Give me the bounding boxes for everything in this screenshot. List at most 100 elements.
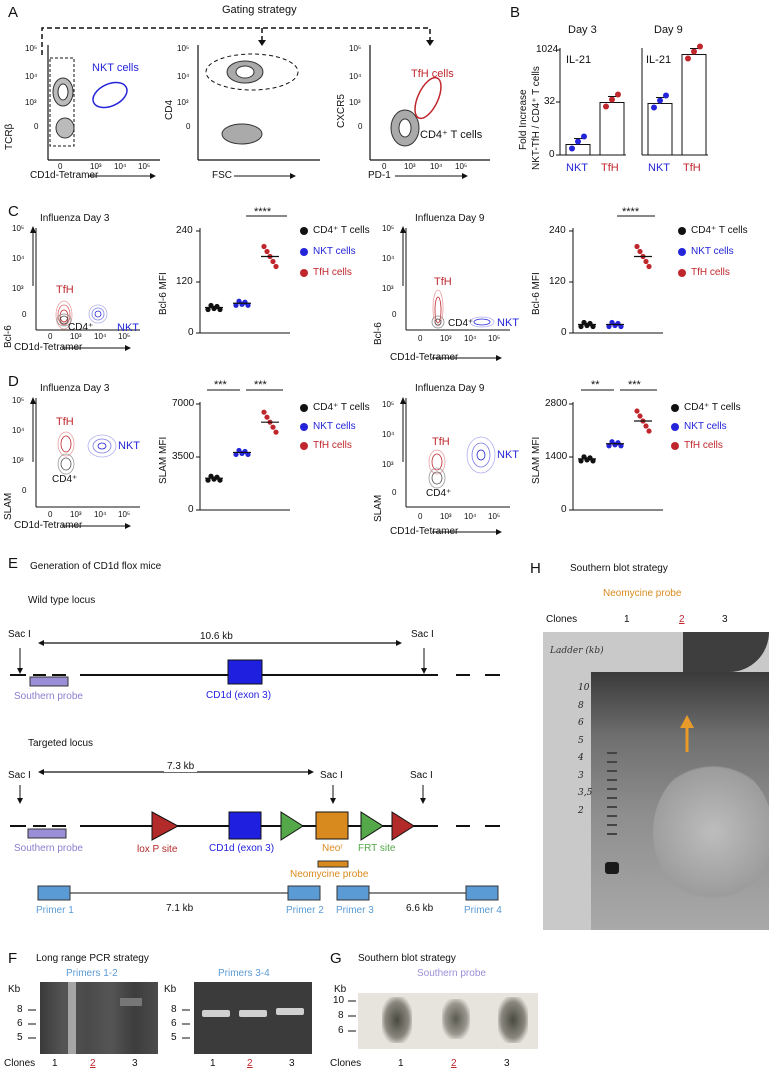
mfi-point-0-0-4 — [217, 306, 223, 313]
mfi-point-2-1-0 — [233, 451, 239, 458]
d3-ytick-3: 10³ — [12, 456, 24, 465]
c-day9-title: Influenza Day 9 — [415, 213, 485, 224]
mfi-point-2-2-1 — [264, 414, 270, 420]
mfi-point-2-1-3 — [242, 448, 248, 455]
mfi-point-0-2-0 — [261, 243, 267, 250]
panel-b-ylabel-2: NKT-TfH / CD4⁺ T cells — [531, 66, 542, 170]
f2-ladder-6: 6 — [171, 1018, 177, 1029]
mfi-point-1-0-2 — [584, 322, 590, 329]
panel-letter-g: G — [330, 950, 342, 967]
f-kb-1: Kb — [8, 984, 21, 995]
c3-mfi-ylabel: Bcl-6 MFI — [158, 272, 169, 315]
panel-letter-a: A — [8, 4, 19, 21]
b-bar-day9-nkt — [647, 102, 673, 156]
c9-ylabel: Bcl-6 — [373, 322, 384, 345]
mfi-point-3-1-2 — [612, 442, 618, 448]
c3-xlabel: CD1d-Tetramer — [14, 342, 83, 353]
g-probe-label: Southern probe — [417, 968, 486, 979]
mfi-point-2-1-2 — [239, 450, 245, 457]
mfi-point-1-0-0 — [578, 323, 584, 330]
d9-xlabel: CD1d-Tetramer — [390, 526, 459, 537]
tg-sac-1: Sac I — [8, 770, 31, 781]
b-point-day3-1-2 — [615, 91, 621, 98]
c3-ytick-3: 10³ — [12, 284, 24, 293]
mfi-point-1-0-4 — [590, 323, 596, 330]
b-point-day9-1-0 — [685, 55, 691, 62]
d9-mfi-ytick-1: 2800 — [545, 398, 568, 409]
g-ladder-10: 10 — [333, 995, 345, 1006]
c3-xtick-4: 10⁵ — [118, 332, 131, 341]
d3-tfh: TfH — [56, 416, 74, 428]
mfi-point-2-0-3 — [214, 474, 220, 480]
p1-xtick-1: 0 — [58, 162, 63, 171]
p3-xtick-4: 10⁵ — [455, 162, 468, 171]
p3-xtick-1: 0 — [382, 162, 387, 171]
mfi-point-3-2-1 — [637, 413, 643, 419]
mfi-point-3-0-4 — [590, 458, 596, 464]
f-gel2-image — [194, 982, 312, 1054]
h-size-2: 2 — [578, 805, 584, 816]
d3-legend-cd4: CD4⁺ T cells — [313, 402, 370, 413]
panel-letter-e: E — [8, 555, 19, 572]
c9-xtick-2: 10³ — [440, 334, 452, 343]
g-ladder-6: 6 — [338, 1025, 344, 1036]
p3-xtick-2: 10³ — [404, 162, 416, 171]
f-kb-2: Kb — [164, 984, 177, 995]
c9-legend-cd4: CD4⁺ T cells — [691, 225, 748, 236]
neo-probe-label: Neomycine probe — [290, 869, 369, 880]
c3-cd4: CD4⁺ — [68, 322, 94, 333]
b-point-day9-0-1 — [657, 97, 663, 104]
c3-ytick-2: 10⁴ — [12, 254, 25, 263]
neo-label: Neoʳ — [322, 843, 343, 854]
h-clone-3: 3 — [722, 614, 728, 625]
f2-ladder-5: 5 — [171, 1032, 177, 1043]
pd1-xlabel: PD-1 — [368, 170, 391, 181]
d3-ytick-4: 0 — [22, 486, 27, 495]
mfi-point-3-1-3 — [615, 440, 621, 446]
mfi-point-0-1-4 — [245, 302, 251, 308]
cxcr5-ylabel: CXCR5 — [336, 94, 347, 128]
d3-ytick-1: 10⁵ — [12, 396, 25, 405]
mfi-point-1-2-0 — [634, 243, 640, 250]
d3-sig1: *** — [214, 379, 227, 391]
g-clone-2: 2 — [451, 1058, 457, 1069]
frt-label: FRT site — [358, 843, 396, 854]
tfh-gate-label: TfH cells — [411, 68, 454, 80]
b-bar-day3-tfh — [599, 102, 625, 156]
mfi-point-0-0-2 — [211, 305, 217, 312]
mfi-point-1-0-3 — [587, 320, 593, 327]
d3-mfi-ytick-3: 0 — [188, 504, 194, 515]
mfi-point-1-2-1 — [637, 248, 643, 255]
h-size-5: 5 — [578, 735, 584, 746]
p1-ytick-4: 0 — [34, 122, 39, 131]
c9-mfi-ytick-3: 0 — [561, 327, 567, 338]
mfi-point-2-0-2 — [211, 476, 217, 482]
p1-ytick-1: 10⁵ — [25, 44, 38, 53]
gating-strategy-title: Gating strategy — [222, 4, 297, 16]
primer-4-label: Primer 4 — [464, 905, 502, 916]
c3-sig: **** — [254, 206, 272, 218]
h-size-8: 8 — [578, 700, 584, 711]
fsc-xlabel: FSC — [212, 170, 232, 181]
h-size-6: 6 — [578, 718, 584, 728]
mfi-point-0-1-3 — [242, 299, 248, 305]
mfi-point-0-2-3 — [270, 258, 276, 265]
tg-sac-2: Sac I — [320, 770, 343, 781]
p3-ytick-3: 10³ — [349, 98, 361, 107]
wt-exon-label: CD1d (exon 3) — [206, 690, 272, 701]
pcr-size-1: 7.1 kb — [166, 903, 194, 914]
d-day3-title: Influenza Day 3 — [40, 383, 110, 394]
d3-xtick-1: 0 — [48, 510, 53, 519]
c3-tfh: TfH — [56, 284, 74, 296]
tg-sac-3: Sac I — [410, 770, 433, 781]
b-day9-il21: IL-21 — [646, 54, 672, 66]
d9-cd4: CD4⁺ — [426, 488, 452, 499]
f-gel1-image — [40, 982, 158, 1054]
b-point-day3-0-2 — [581, 133, 587, 140]
mfi-point-2-1-1 — [236, 447, 242, 454]
f2-clone-2: 2 — [247, 1058, 253, 1069]
b-day3-title: Day 3 — [568, 24, 597, 36]
mfi-point-3-2-3 — [643, 423, 649, 429]
c9-tfh: TfH — [434, 276, 452, 288]
c9-xtick-1: 0 — [418, 334, 423, 343]
